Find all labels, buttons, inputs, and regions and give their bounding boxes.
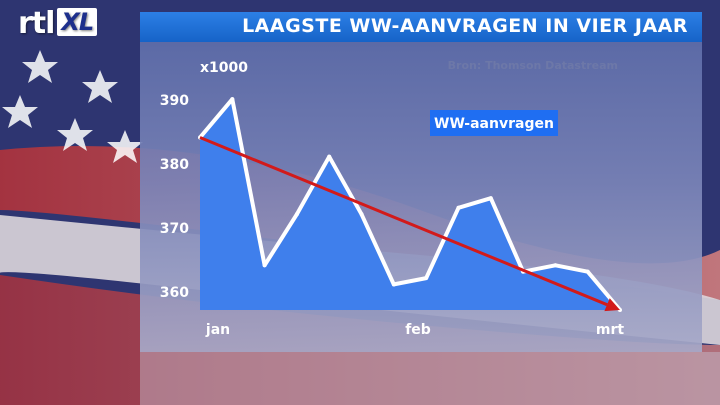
trend-arrowhead — [604, 298, 620, 312]
trend-line — [199, 136, 608, 307]
series-line — [198, 97, 622, 312]
data-point — [585, 269, 590, 274]
chart-title: LAAGSTE WW-AANVRAGEN IN VIER JAAR — [242, 15, 688, 37]
legend-label: WW-aanvragen — [434, 116, 554, 132]
data-point — [424, 276, 429, 281]
data-point — [230, 97, 235, 102]
x-tick-label: jan — [205, 322, 230, 338]
rtlxl-logo: rtl XL — [18, 6, 130, 41]
data-point — [327, 154, 332, 159]
title-bar: LAAGSTE WW-AANVRAGEN IN VIER JAAR — [140, 12, 702, 42]
data-point — [456, 205, 461, 210]
y-tick-label: 360 — [160, 285, 189, 301]
y-tick-label: 370 — [160, 221, 189, 237]
x-tick-label: mrt — [596, 322, 624, 338]
data-point — [488, 196, 493, 201]
logo-box: XL — [57, 8, 98, 36]
y-tick-label: 380 — [160, 157, 189, 173]
data-point — [294, 212, 299, 217]
logo-text: rtl — [18, 6, 55, 41]
x-axis: jan feb mrt — [205, 322, 625, 338]
y-tick-label: 390 — [160, 93, 189, 109]
unit-label: x1000 — [200, 60, 248, 76]
legend-box — [430, 110, 558, 136]
data-point — [262, 263, 267, 268]
x-tick-label: feb — [405, 322, 431, 338]
data-point — [553, 263, 558, 268]
source-label: Bron: Thomson Datastream — [448, 59, 618, 72]
data-point — [391, 282, 396, 287]
y-axis: 360 370 380 390 — [160, 93, 189, 301]
data-point — [359, 212, 364, 217]
